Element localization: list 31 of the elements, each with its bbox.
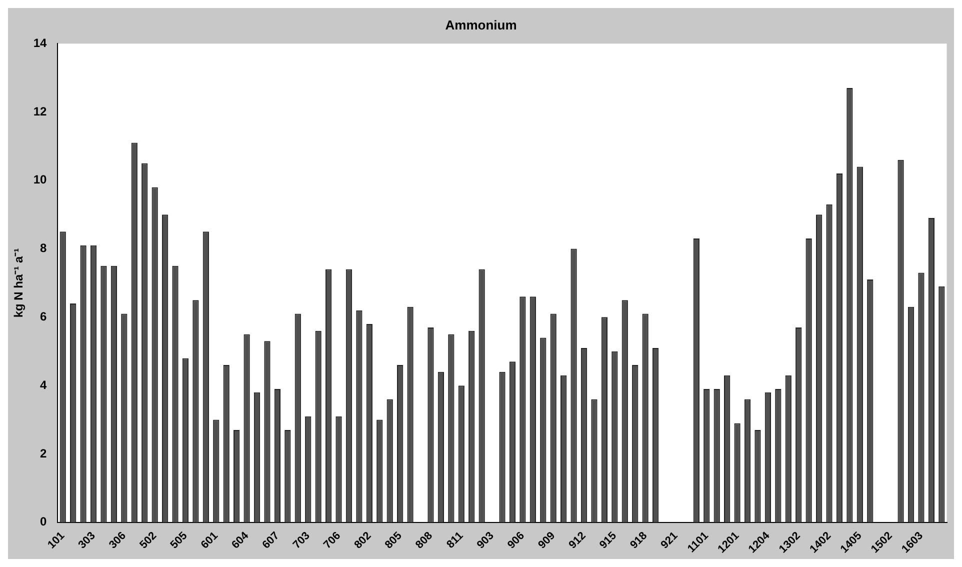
x-tick-label: 805	[382, 530, 404, 552]
y-tick-label: 10	[33, 172, 48, 187]
x-tick-label: 505	[168, 530, 190, 552]
x-tick-label: 811	[444, 530, 466, 551]
y-tick-label: 0	[40, 514, 48, 529]
y-tick-label: 12	[33, 104, 48, 118]
x-tick-label: 912	[566, 530, 588, 552]
x-tick-label: 918	[628, 530, 650, 552]
x-tick-label: 604	[230, 529, 252, 552]
y-tick-label: 14	[33, 36, 48, 50]
x-tick-label: 921	[658, 530, 680, 552]
x-tick-label: 502	[138, 530, 160, 552]
x-tick-label: 607	[260, 530, 282, 552]
x-tick-label: 915	[597, 530, 619, 552]
y-axis-title: kg N ha⁻¹ a⁻¹	[12, 248, 26, 318]
x-tick-label: 909	[536, 530, 558, 552]
x-tick-label: 703	[290, 530, 312, 552]
x-tick-label: 802	[352, 530, 374, 552]
y-tick-label: 8	[40, 241, 48, 256]
y-tick-label: 6	[40, 309, 48, 324]
x-tick-label: 303	[76, 530, 98, 552]
x-tick-label: 808	[414, 530, 435, 552]
x-tick-label: 601	[198, 530, 220, 552]
x-tick-label: 706	[322, 530, 344, 552]
chart-title: Ammonium	[445, 17, 517, 32]
x-tick-label: 903	[474, 530, 496, 552]
y-tick-label: 2	[40, 446, 48, 460]
y-tick-label: 4	[40, 378, 48, 392]
x-tick-label: 906	[505, 530, 527, 552]
x-tick-label: 306	[106, 530, 128, 552]
x-tick-label: 101	[46, 530, 68, 552]
